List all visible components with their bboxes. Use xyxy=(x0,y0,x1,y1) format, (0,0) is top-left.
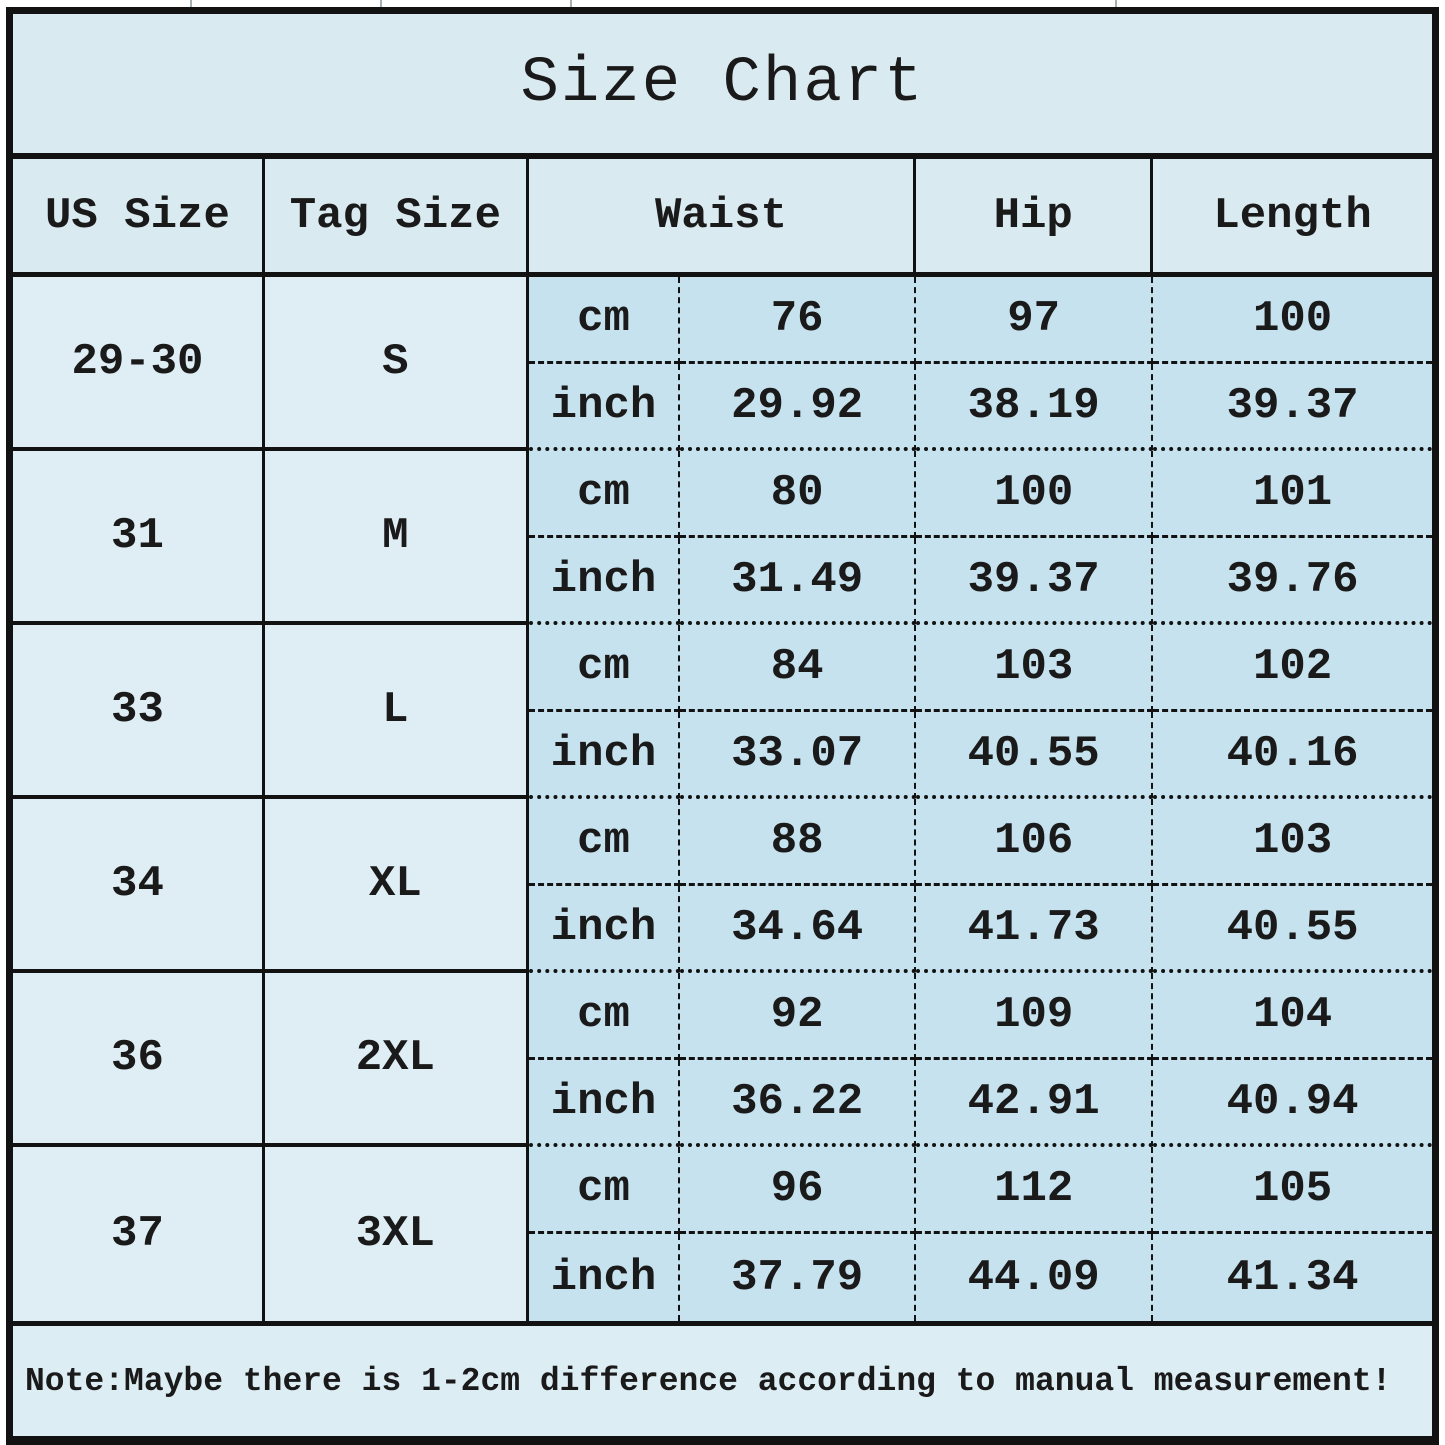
header-tag-size: Tag Size xyxy=(264,159,529,277)
length-cm-value: 103 xyxy=(1153,799,1432,886)
tag-size-cell: M xyxy=(264,451,529,625)
hip-cm-value: 109 xyxy=(916,973,1154,1060)
hip-inch-value: 38.19 xyxy=(916,364,1154,451)
unit-cm-label: cm xyxy=(528,1147,681,1234)
note-text: Note:Maybe there is 1-2cm difference acc… xyxy=(13,1321,1432,1436)
length-inch-value: 41.34 xyxy=(1153,1234,1432,1321)
length-cm-value: 101 xyxy=(1153,451,1432,538)
waist-inch-value: 31.49 xyxy=(680,538,917,625)
header-waist: Waist xyxy=(528,159,917,277)
unit-cm-label: cm xyxy=(528,973,681,1060)
waist-cm-value: 96 xyxy=(680,1147,917,1234)
unit-inch-label: inch xyxy=(528,364,681,451)
us-size-cell: 34 xyxy=(13,799,265,973)
unit-cm-label: cm xyxy=(528,451,681,538)
unit-inch-label: inch xyxy=(528,712,681,799)
crop-artifact-tick xyxy=(190,0,192,7)
hip-inch-value: 39.37 xyxy=(916,538,1154,625)
crop-artifact-tick xyxy=(1115,0,1117,7)
length-cm-value: 102 xyxy=(1153,625,1432,712)
us-size-cell: 36 xyxy=(13,973,265,1147)
unit-inch-label: inch xyxy=(528,1234,681,1321)
waist-inch-value: 37.79 xyxy=(680,1234,917,1321)
hip-cm-value: 112 xyxy=(916,1147,1154,1234)
size-table-grid: US Size Tag Size Waist Hip Length 29-30 … xyxy=(13,159,1432,1321)
us-size-cell: 33 xyxy=(13,625,265,799)
length-inch-value: 39.37 xyxy=(1153,364,1432,451)
header-hip: Hip xyxy=(916,159,1154,277)
waist-cm-value: 88 xyxy=(680,799,917,886)
header-us-size: US Size xyxy=(13,159,265,277)
tag-size-cell: XL xyxy=(264,799,529,973)
hip-cm-value: 106 xyxy=(916,799,1154,886)
waist-inch-value: 36.22 xyxy=(680,1060,917,1147)
unit-inch-label: inch xyxy=(528,1060,681,1147)
header-length: Length xyxy=(1153,159,1432,277)
crop-artifact-strip xyxy=(0,0,1445,7)
length-inch-value: 40.94 xyxy=(1153,1060,1432,1147)
waist-cm-value: 92 xyxy=(680,973,917,1060)
hip-cm-value: 100 xyxy=(916,451,1154,538)
tag-size-cell: S xyxy=(264,277,529,451)
length-cm-value: 100 xyxy=(1153,277,1432,364)
waist-inch-value: 33.07 xyxy=(680,712,917,799)
hip-inch-value: 40.55 xyxy=(916,712,1154,799)
waist-cm-value: 80 xyxy=(680,451,917,538)
tag-size-cell: 3XL xyxy=(264,1147,529,1321)
waist-inch-value: 29.92 xyxy=(680,364,917,451)
unit-cm-label: cm xyxy=(528,799,681,886)
us-size-cell: 29-30 xyxy=(13,277,265,451)
us-size-cell: 37 xyxy=(13,1147,265,1321)
length-cm-value: 104 xyxy=(1153,973,1432,1060)
chart-title: Size Chart xyxy=(13,14,1432,159)
length-inch-value: 40.16 xyxy=(1153,712,1432,799)
waist-cm-value: 76 xyxy=(680,277,917,364)
crop-artifact-tick xyxy=(380,0,382,7)
tag-size-cell: L xyxy=(264,625,529,799)
unit-inch-label: inch xyxy=(528,538,681,625)
length-inch-value: 40.55 xyxy=(1153,886,1432,973)
hip-inch-value: 42.91 xyxy=(916,1060,1154,1147)
hip-inch-value: 44.09 xyxy=(916,1234,1154,1321)
us-size-cell: 31 xyxy=(13,451,265,625)
hip-inch-value: 41.73 xyxy=(916,886,1154,973)
size-chart-table: Size Chart US Size Tag Size Waist Hip Le… xyxy=(6,7,1439,1445)
hip-cm-value: 103 xyxy=(916,625,1154,712)
length-inch-value: 39.76 xyxy=(1153,538,1432,625)
waist-cm-value: 84 xyxy=(680,625,917,712)
length-cm-value: 105 xyxy=(1153,1147,1432,1234)
waist-inch-value: 34.64 xyxy=(680,886,917,973)
unit-inch-label: inch xyxy=(528,886,681,973)
crop-artifact-tick xyxy=(570,0,572,7)
unit-cm-label: cm xyxy=(528,277,681,364)
unit-cm-label: cm xyxy=(528,625,681,712)
tag-size-cell: 2XL xyxy=(264,973,529,1147)
hip-cm-value: 97 xyxy=(916,277,1154,364)
